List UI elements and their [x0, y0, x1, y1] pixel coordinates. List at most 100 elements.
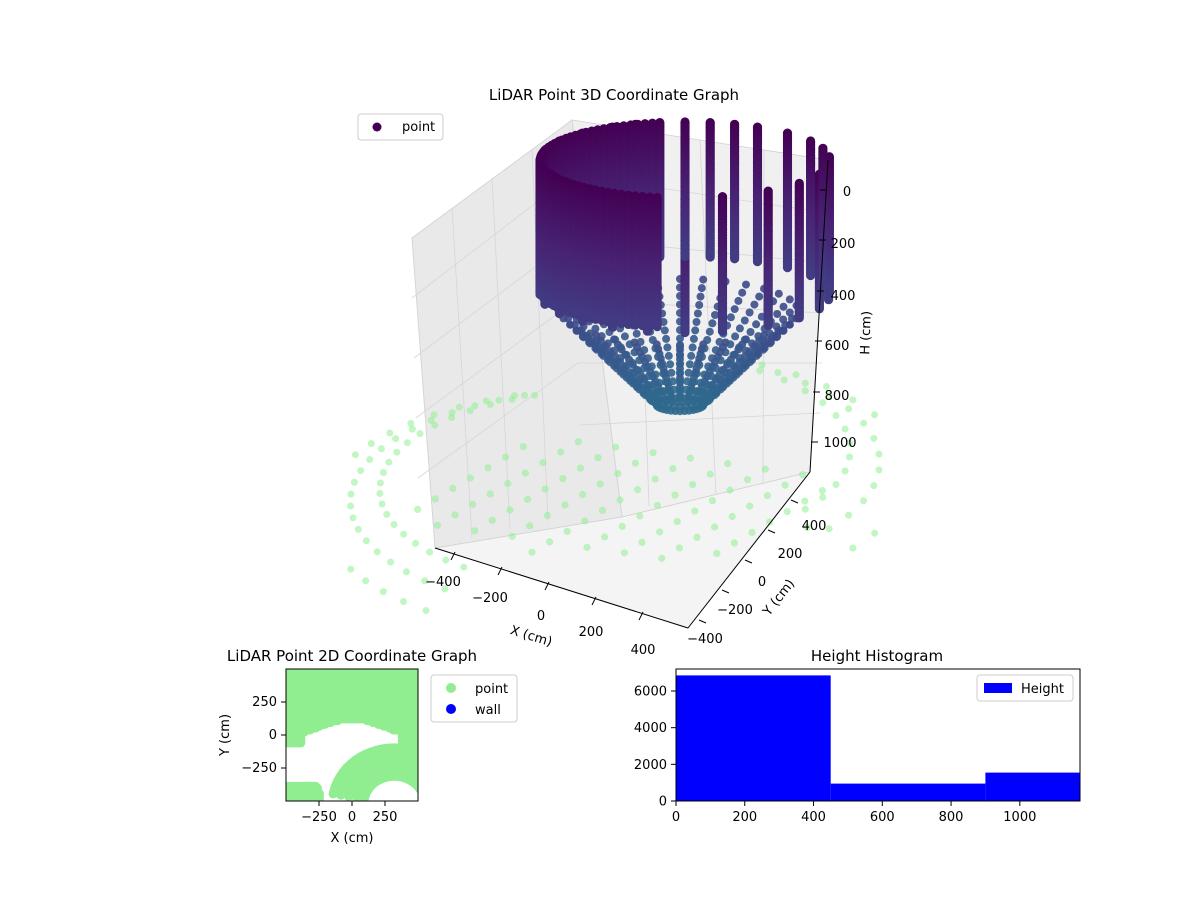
cone-point	[666, 360, 675, 369]
cone-point	[690, 377, 699, 386]
floor-point	[594, 454, 602, 462]
floor-point	[748, 528, 756, 537]
cone-point	[735, 343, 744, 352]
floor-point	[378, 500, 386, 508]
cone-point	[785, 308, 794, 317]
floor-point	[631, 459, 640, 467]
floor-point	[510, 392, 518, 400]
floor-point	[845, 405, 853, 413]
cone-point	[785, 295, 794, 304]
cone-point	[779, 315, 788, 324]
floor-point	[430, 411, 438, 419]
floor-point	[528, 548, 536, 556]
floor-point	[656, 528, 664, 536]
cone-point	[772, 322, 781, 331]
floor-point	[596, 480, 604, 488]
chart-3d: LiDAR Point 3D Coordinate Graph −400 −20…	[347, 86, 883, 658]
cone-point	[711, 364, 720, 373]
cylinder-point	[752, 257, 763, 267]
cone-point	[731, 332, 740, 341]
floor-point	[758, 361, 766, 369]
floor-point	[469, 500, 477, 508]
cone-point	[765, 329, 774, 338]
cone-point	[703, 336, 712, 344]
cone-point	[632, 329, 641, 338]
floor-point	[846, 453, 854, 461]
cone-point	[660, 326, 669, 335]
floor-point	[825, 391, 833, 399]
gridline-3d	[415, 299, 577, 419]
floor-point	[875, 450, 883, 458]
floor-point	[376, 479, 384, 487]
floor-point	[871, 411, 879, 419]
cylinder-point	[818, 278, 828, 288]
floor-point	[442, 556, 450, 564]
floor-point	[671, 491, 679, 499]
cone-point	[692, 369, 701, 378]
floor-point	[362, 577, 370, 585]
cone-point	[726, 313, 735, 322]
cone-point	[695, 301, 704, 309]
floor-point	[383, 510, 391, 518]
gridline-3d	[411, 237, 436, 549]
cone-point	[683, 377, 692, 386]
floor-point	[598, 506, 607, 514]
cone-point	[700, 370, 709, 379]
cylinder-point	[680, 327, 690, 338]
floor-point	[689, 481, 697, 489]
cone-point	[725, 371, 734, 380]
cone-point	[779, 302, 788, 311]
floor-point	[408, 425, 416, 433]
floor-point	[414, 505, 422, 513]
floor-point	[421, 577, 429, 585]
cone-point	[696, 292, 705, 301]
floor-point	[407, 419, 415, 427]
floor-point	[673, 517, 681, 526]
floor-point	[574, 438, 582, 446]
floor-point	[377, 445, 385, 453]
cone-point	[687, 351, 696, 360]
floor-point	[376, 490, 384, 497]
floor-point	[400, 598, 407, 605]
cone-point	[659, 369, 668, 378]
floor-point	[362, 537, 370, 545]
cone-point	[752, 343, 761, 352]
floor-point	[347, 565, 355, 573]
cone-point	[656, 361, 665, 370]
cone-point	[750, 300, 759, 309]
floor-point	[349, 514, 357, 522]
floor-point	[803, 523, 811, 532]
floor-point	[693, 533, 701, 542]
floor-point	[354, 525, 362, 533]
cone-point	[712, 385, 721, 394]
floor-point	[871, 529, 879, 537]
floor-point	[563, 527, 571, 536]
floor-point	[780, 376, 788, 384]
cone-point	[676, 334, 684, 343]
floor-point	[583, 543, 591, 551]
cone-point	[711, 346, 720, 355]
cylinder-point	[782, 263, 793, 273]
cone-point	[708, 354, 716, 363]
cone-point	[729, 351, 738, 359]
cone-point	[633, 366, 642, 375]
floor-point	[713, 549, 721, 558]
cone-point	[735, 324, 744, 333]
floor-point	[846, 439, 854, 447]
floor-point	[634, 486, 642, 494]
floor-point	[422, 607, 430, 614]
floor-point	[559, 475, 567, 483]
cone-point	[716, 356, 725, 365]
gridline-3d	[579, 412, 821, 426]
cone-point	[635, 356, 644, 365]
floor-point	[448, 409, 456, 417]
floor-point	[460, 563, 468, 571]
floor-point	[614, 470, 622, 478]
floor-point	[557, 448, 565, 456]
cylinder-point	[794, 313, 804, 323]
cylinder-point	[806, 270, 816, 281]
cone-point	[670, 385, 679, 394]
floor-point	[792, 371, 800, 379]
cone-point	[774, 289, 783, 298]
cone-point	[742, 280, 750, 289]
